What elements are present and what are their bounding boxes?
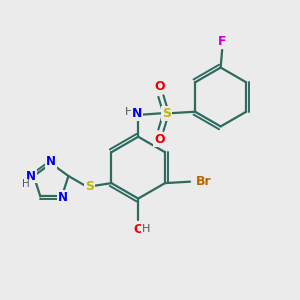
Text: O: O: [154, 80, 165, 93]
Text: F: F: [218, 35, 226, 48]
Text: S: S: [162, 107, 171, 120]
Text: Br: Br: [196, 175, 211, 188]
Text: S: S: [85, 180, 94, 193]
Text: N: N: [58, 191, 68, 204]
Text: H: H: [124, 107, 133, 117]
Text: H: H: [22, 179, 29, 189]
Text: N: N: [46, 155, 56, 168]
Text: N: N: [132, 107, 142, 120]
Text: H: H: [142, 224, 150, 235]
Text: O: O: [154, 133, 165, 146]
Text: N: N: [26, 169, 36, 182]
Text: O: O: [133, 223, 143, 236]
